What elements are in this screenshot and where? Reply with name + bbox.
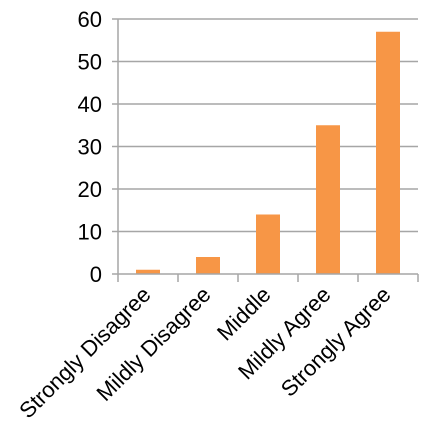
y-tick-label-0: 0 — [90, 262, 102, 287]
bar-middle — [256, 214, 280, 274]
bar-mildly-disagree — [196, 257, 220, 274]
gridlines — [118, 18, 418, 233]
y-tick-label-50: 50 — [78, 50, 102, 75]
bar-strongly-disagree — [136, 269, 160, 274]
y-tick-label-60: 60 — [78, 7, 102, 32]
y-tick-label-30: 30 — [78, 135, 102, 160]
y-tick-labels: 0 10 20 30 40 50 60 — [78, 7, 102, 287]
axes — [112, 18, 419, 282]
bars — [136, 31, 400, 274]
bar-mildly-agree — [316, 125, 340, 274]
y-tick-label-40: 40 — [78, 92, 102, 117]
y-tick-label-20: 20 — [78, 177, 102, 202]
y-tick-label-10: 10 — [78, 220, 102, 245]
x-tick-label-strongly-agree: Strongly Agree — [276, 282, 396, 402]
bar-strongly-agree — [376, 31, 400, 274]
